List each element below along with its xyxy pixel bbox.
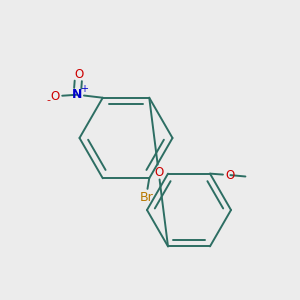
Text: O: O bbox=[74, 68, 83, 81]
Text: N: N bbox=[72, 88, 83, 101]
Text: +: + bbox=[80, 84, 88, 94]
Text: O: O bbox=[154, 166, 163, 178]
Text: Br: Br bbox=[140, 191, 153, 204]
Text: -: - bbox=[46, 95, 50, 105]
Text: O: O bbox=[50, 90, 59, 103]
Text: O: O bbox=[226, 169, 235, 182]
